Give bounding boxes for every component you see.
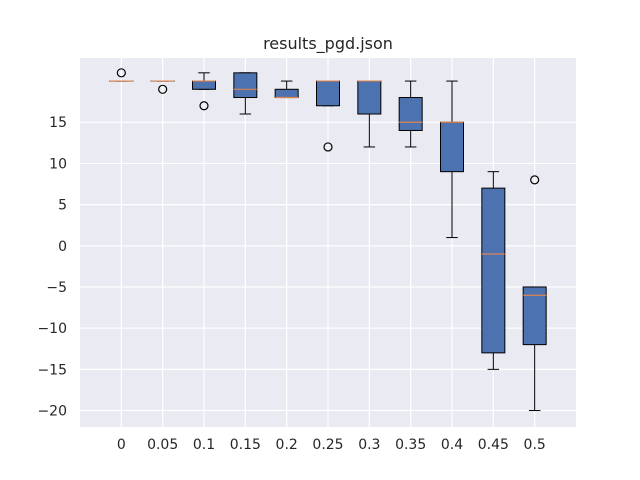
box-body xyxy=(440,121,464,173)
box-8 xyxy=(440,80,464,239)
x-tick-label: 0.4 xyxy=(441,437,463,453)
y-tick-label: 15 xyxy=(49,115,67,131)
outlier-point xyxy=(116,68,126,78)
box-0 xyxy=(109,68,134,82)
x-tick-label: 0.5 xyxy=(524,437,546,453)
y-tick-label: 5 xyxy=(58,198,67,214)
outlier-point xyxy=(530,175,540,185)
y-tick-label: −15 xyxy=(37,362,67,378)
outlier-point xyxy=(323,142,333,152)
x-tick-label: 0.35 xyxy=(395,437,426,453)
y-tick-label: −20 xyxy=(37,404,67,420)
box-body xyxy=(316,80,340,107)
box-body xyxy=(398,97,423,131)
box-2 xyxy=(192,72,216,111)
box-body xyxy=(357,80,382,115)
x-tick-label: 0.05 xyxy=(147,437,178,453)
box-body xyxy=(522,286,547,346)
box-series xyxy=(109,68,547,412)
box-3 xyxy=(233,72,258,115)
box-body xyxy=(274,88,299,99)
box-body xyxy=(233,72,258,99)
box-6 xyxy=(357,80,382,148)
chart-title: results_pgd.json xyxy=(263,34,393,54)
box-4 xyxy=(274,80,299,99)
box-9 xyxy=(481,171,506,370)
box-1 xyxy=(150,80,175,94)
x-tick-label: 0.2 xyxy=(276,437,298,453)
box-10 xyxy=(522,175,547,412)
x-tick-label: 0.15 xyxy=(230,437,261,453)
y-tick-label: −5 xyxy=(46,280,67,296)
box-5 xyxy=(316,80,340,152)
x-axis-ticks: 0 0.05 0.1 0.15 0.2 0.25 0.3 0.35 0.4 0.45 0.5 xyxy=(117,437,546,453)
box-body xyxy=(192,80,216,90)
box-body xyxy=(481,187,506,354)
y-tick-label: 0 xyxy=(58,239,67,255)
box-7 xyxy=(398,80,423,148)
x-tick-label: 0.25 xyxy=(312,437,343,453)
y-tick-label: 10 xyxy=(49,156,67,172)
x-tick-label: 0.1 xyxy=(193,437,215,453)
outlier-point xyxy=(158,84,168,94)
x-tick-label: 0.45 xyxy=(478,437,509,453)
outlier-point xyxy=(199,101,209,111)
y-tick-label: −10 xyxy=(37,321,67,337)
y-axis-ticks: 15 10 5 0 −5 −10 −15 −20 xyxy=(37,115,67,419)
x-tick-label: 0.3 xyxy=(358,437,380,453)
x-tick-label: 0 xyxy=(117,437,126,453)
